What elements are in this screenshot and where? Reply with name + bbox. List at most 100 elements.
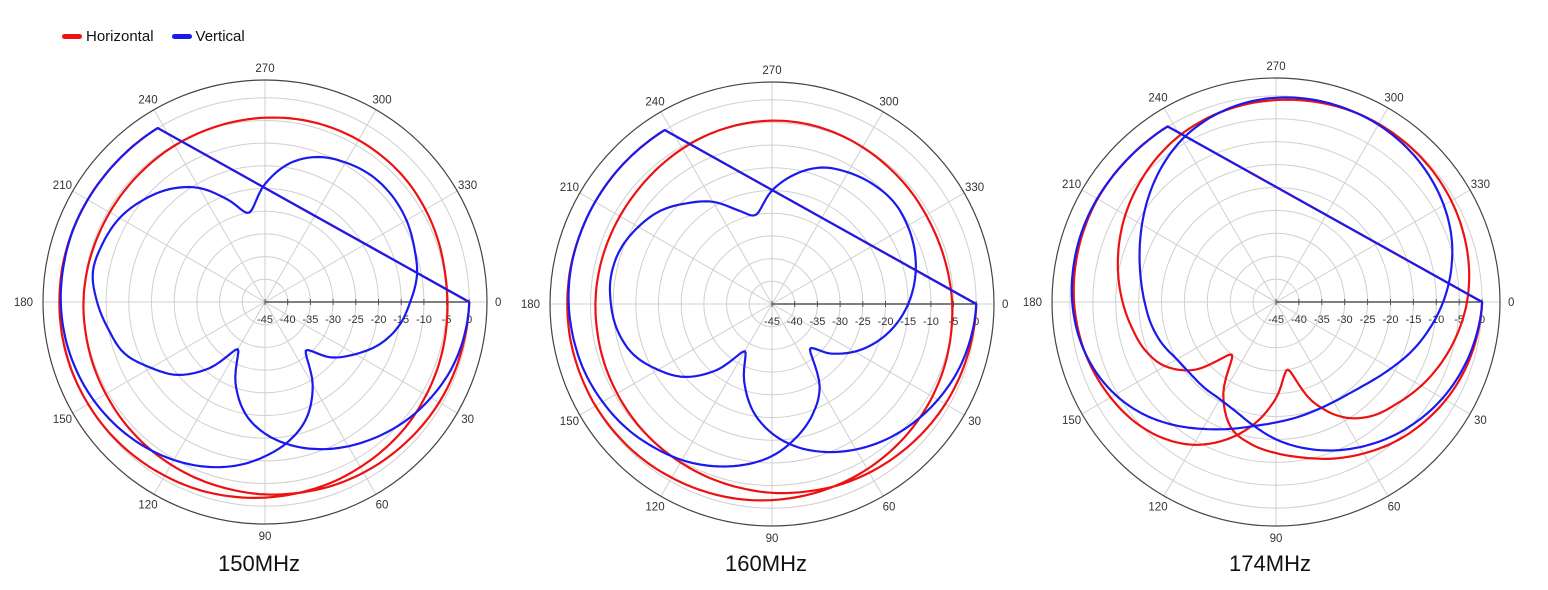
angle-label: 330	[965, 182, 984, 194]
radial-tick-label: -5	[1454, 314, 1464, 326]
chart-legend: Horizontal Vertical	[62, 28, 245, 45]
grid-spoke	[771, 192, 965, 305]
radial-tick-label: -5	[949, 316, 959, 328]
radial-tick-label: 0	[973, 316, 979, 328]
radial-tick-label: -20	[878, 316, 894, 328]
angle-label: 90	[766, 533, 779, 545]
chart-caption: 150MHz	[218, 551, 300, 576]
radial-tick-label: -25	[348, 314, 364, 326]
grid-spoke	[264, 190, 458, 303]
legend-swatch-horizontal	[62, 34, 82, 39]
angle-label: 60	[376, 500, 389, 512]
radial-tick-label: -40	[280, 314, 296, 326]
radial-tick-label: -35	[1314, 314, 1330, 326]
grid-spoke	[153, 301, 266, 495]
radial-tick-label: -25	[1360, 314, 1376, 326]
angle-label: 150	[1062, 415, 1081, 427]
grid-spoke	[660, 303, 773, 497]
grid-spoke	[153, 109, 266, 303]
radial-tick-label: -15	[1405, 314, 1421, 326]
legend-label-horizontal: Horizontal	[86, 28, 154, 45]
angle-label: 300	[879, 96, 898, 108]
grid-spoke	[1275, 301, 1389, 497]
angle-label: 150	[560, 416, 579, 428]
angle-label: 0	[1002, 299, 1008, 311]
grid-spoke	[264, 109, 377, 303]
radial-tick-label: 0	[466, 314, 472, 326]
radial-tick-label: -30	[832, 316, 848, 328]
angle-label: 240	[138, 94, 157, 106]
radial-tick-label: -40	[1291, 314, 1307, 326]
polar-chart-1: -45 -40 -35 -30 -25 -20 -15 -10 -5 00306090120150…	[14, 63, 502, 576]
grid-spoke	[264, 301, 377, 495]
grid-spoke	[1081, 301, 1277, 415]
angle-label: 60	[883, 502, 896, 514]
angle-label: 150	[53, 414, 72, 426]
grid-spoke	[579, 192, 773, 305]
grid-spoke	[1275, 189, 1471, 303]
grid-spoke	[579, 303, 773, 416]
angle-label: 0	[495, 297, 501, 309]
grid-spoke	[660, 111, 773, 305]
angle-label: 90	[259, 531, 272, 543]
legend-item-vertical: Vertical	[171, 28, 245, 45]
grid-spoke	[72, 190, 266, 303]
grid-spoke	[771, 111, 884, 305]
angle-label: 90	[1270, 533, 1283, 545]
series-line-horizontal	[566, 119, 978, 502]
grid-spoke	[1275, 107, 1389, 303]
legend-item-horizontal: Horizontal	[62, 28, 154, 45]
series-line-vertical	[1070, 96, 1484, 452]
angle-label: 30	[968, 416, 981, 428]
radial-tick-label: -15	[900, 316, 916, 328]
angle-label: 300	[372, 94, 391, 106]
angle-label: 210	[53, 180, 72, 192]
legend-label-vertical: Vertical	[195, 28, 245, 45]
grid-spoke	[771, 303, 884, 497]
radial-tick-label: -45	[764, 316, 780, 328]
angle-label: 330	[1471, 179, 1490, 191]
grid-spoke	[1081, 189, 1277, 303]
angle-label: 180	[521, 299, 540, 311]
radial-tick-label: -20	[371, 314, 387, 326]
angle-label: 120	[138, 500, 157, 512]
radial-tick-label: -30	[1337, 314, 1353, 326]
angle-label: 0	[1508, 297, 1514, 309]
radial-tick-label: -25	[855, 316, 871, 328]
angle-label: 120	[1148, 501, 1167, 513]
radial-tick-label: -10	[416, 314, 432, 326]
polar-chart-2: -45 -40 -35 -30 -25 -20 -15 -10 -5 0 0 30 60 90 120 150…	[521, 65, 1009, 576]
angle-label: 330	[458, 180, 477, 192]
grid-spoke	[72, 301, 266, 414]
angle-label: 270	[1266, 61, 1285, 73]
angle-label: 180	[1023, 297, 1042, 309]
radial-tick-label: -30	[325, 314, 341, 326]
angle-label: 60	[1388, 501, 1401, 513]
angle-label: 120	[645, 502, 664, 514]
angle-label: 240	[645, 96, 664, 108]
polar-chart-3: -45 -40 -35 -30 -25 -20 -15 -10 -5 00306090120150…	[1023, 61, 1515, 576]
series-line-vertical	[59, 127, 471, 469]
chart-caption: 174MHz	[1229, 551, 1311, 576]
radial-tick-label: -20	[1383, 314, 1399, 326]
chart-caption: 160MHz	[725, 551, 807, 576]
radial-tick-label: -35	[809, 316, 825, 328]
radial-tick-label: -10	[923, 316, 939, 328]
angle-label: 30	[1474, 415, 1487, 427]
angle-label: 270	[255, 63, 274, 75]
grid-spoke	[1163, 107, 1277, 303]
angle-label: 30	[461, 414, 474, 426]
outer-circle	[549, 81, 995, 527]
series-line-vertical	[567, 128, 978, 468]
grid-spoke	[1275, 301, 1471, 415]
legend-swatch-vertical	[171, 34, 192, 39]
radial-tick-label: -35	[302, 314, 318, 326]
angle-label: 180	[14, 297, 33, 309]
angle-label: 270	[762, 65, 781, 77]
radial-tick-label: 0	[1479, 314, 1485, 326]
outer-circle	[42, 79, 488, 525]
angle-label: 210	[560, 182, 579, 194]
outer-circle	[1051, 77, 1501, 527]
series-line-horizontal	[58, 116, 471, 499]
